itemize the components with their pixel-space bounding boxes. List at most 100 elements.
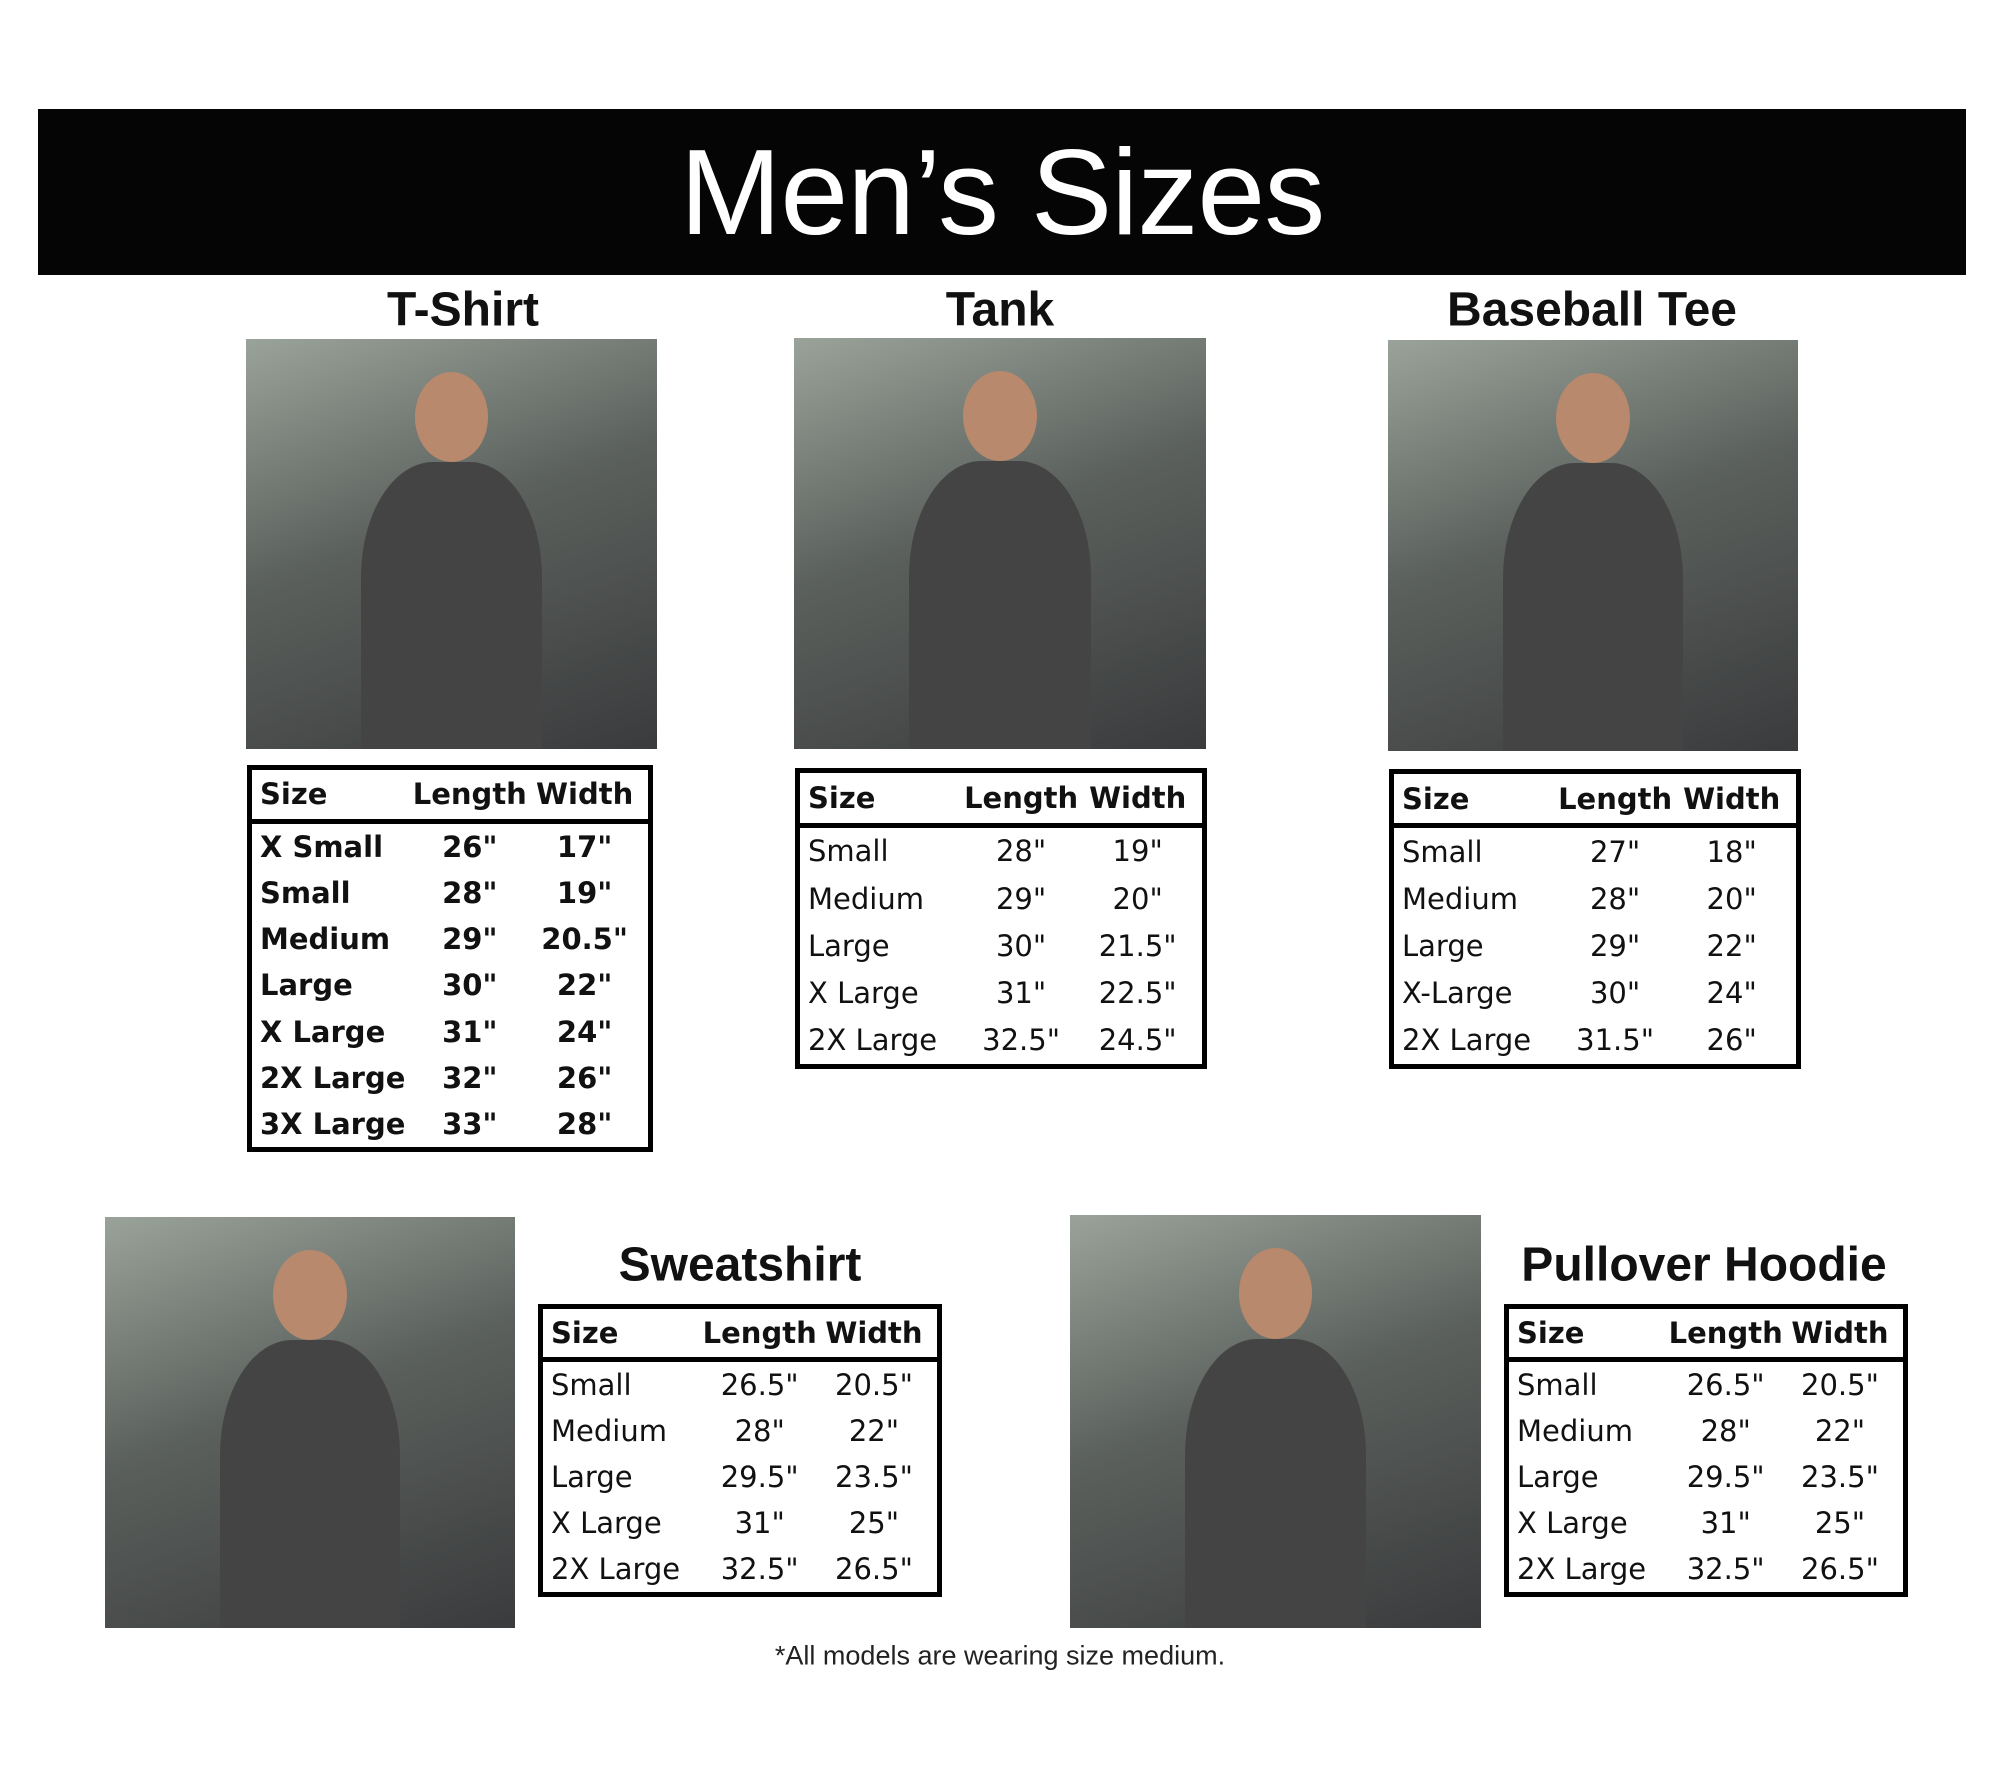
column-header: Length [412,777,527,812]
table-cell: X Large [1517,1506,1628,1541]
table-cell: 20" [1112,881,1163,916]
table-row: X Large 31" 24" [252,1008,648,1054]
table-row: Medium 28" 22" [543,1408,937,1454]
product-title: Sweatshirt [618,1238,862,1292]
table-cell: 21.5" [1098,928,1177,963]
table-cell: 27" [1589,835,1641,870]
table-cell: 3X Large [260,1106,406,1141]
table-cell: 28" [442,875,498,910]
column-header: Width [1089,780,1187,815]
table-row: Small 26.5" 20.5" [1509,1362,1903,1408]
table-row: Medium 29" 20" [800,875,1202,922]
table-row: Large 30" 22" [252,962,648,1008]
table-cell: 32.5" [982,1023,1061,1058]
table-cell: 20.5" [834,1368,913,1403]
model-body [1502,463,1684,751]
table-cell: Large [551,1460,633,1495]
column-header: Size [1517,1316,1585,1351]
header-row: Size Length Width [800,773,1202,828]
table-cell: Small [260,875,351,910]
table-cell: 26.5" [1686,1368,1765,1403]
model-head [1556,372,1630,464]
column-header: Size [260,777,328,812]
table-cell: 32" [442,1060,498,1095]
table-row: Medium 28" 22" [1509,1408,1903,1454]
table-cell: 26" [556,1060,613,1095]
table-cell: Large [1402,929,1484,964]
table-cell: 31" [1700,1506,1751,1541]
table-cell: 26" [1706,1023,1757,1058]
table-cell: 32.5" [720,1552,799,1587]
table-row: 2X Large 32" 26" [252,1055,648,1101]
header-row: Size Length Width [543,1309,937,1363]
header-row: Size Length Width [252,770,648,824]
table-row: Large 29.5" 23.5" [1509,1454,1903,1500]
table-cell: 31" [995,976,1047,1011]
column-header: Length [1668,1316,1783,1351]
table-cell: X Large [260,1014,386,1049]
model-body [361,462,542,749]
photo [1388,340,1798,751]
table-cell: Medium [551,1414,667,1449]
table-cell: 26" [442,829,498,864]
table-cell: 2X Large [808,1023,938,1058]
header-row: Size Length Width [1394,774,1796,829]
column-header: Width [825,1316,923,1351]
table-cell: 22" [1814,1414,1866,1449]
size-table: Size Length Width Small 27" 18" Medium 28" 20" La… [1389,769,1801,1069]
product-title: Pullover Hoodie [1521,1238,1887,1292]
banner: Men’s Sizes [38,109,1966,275]
table-cell: Small [1402,835,1483,870]
table-cell: 29.5" [1686,1460,1765,1495]
table-row: Small 27" 18" [1394,828,1796,875]
table-cell: 22" [556,968,613,1003]
table-row: Large 29.5" 23.5" [543,1454,937,1500]
table-cell: Medium [808,881,924,916]
table-cell: 31" [734,1506,785,1541]
size-table: Size Length Width Small 26.5" 20.5" Medium 28" 2… [1504,1304,1908,1597]
model-head [962,370,1038,462]
table-cell: 28" [1700,1414,1751,1449]
table-cell: 2X Large [551,1552,681,1587]
table-cell: Large [260,968,353,1003]
column-header: Length [702,1316,817,1351]
table-cell: X Small [260,829,384,864]
table-cell: X-Large [1402,976,1513,1011]
table-cell: 25" [1814,1506,1866,1541]
table-cell: 2X Large [1402,1023,1532,1058]
photo [105,1217,515,1628]
table-row: X Small 26" 17" [252,824,648,870]
table-cell: 22" [848,1414,900,1449]
table-cell: Small [808,834,889,869]
table-cell: 33" [442,1106,498,1141]
table-cell: 29" [1589,929,1641,964]
table-cell: Medium [1517,1414,1633,1449]
table-cell: 26.5" [1800,1552,1879,1587]
table-cell: Large [1517,1460,1599,1495]
table-cell: Small [551,1368,632,1403]
model-body [219,1340,401,1628]
table-cell: 28" [1589,882,1641,917]
column-header: Length [964,780,1079,815]
table-cell: 31.5" [1576,1023,1655,1058]
photo [794,338,1206,749]
table-row: 2X Large 32.5" 26.5" [543,1546,937,1592]
product-title: Tank [945,283,1055,337]
model-body [1185,1338,1366,1628]
size-table: Size Length Width Small 26.5" 20.5" Medium 28" 2… [538,1304,942,1597]
table-cell: 19" [1112,834,1163,869]
table-cell: 30" [1589,976,1641,1011]
table-cell: 20" [1706,882,1757,917]
table-cell: 18" [1706,835,1757,870]
table-cell: 28" [734,1414,785,1449]
table-cell: Medium [1402,882,1518,917]
table-row: Large 29" 22" [1394,923,1796,970]
table-row: X Large 31" 25" [543,1500,937,1546]
column-header: Width [1683,781,1781,816]
table-row: Small 28" 19" [252,870,648,916]
column-header: Width [536,777,634,812]
column-header: Size [808,780,876,815]
table-cell: 2X Large [1517,1552,1647,1587]
table-cell: 30" [442,968,498,1003]
table-row: Small 26.5" 20.5" [543,1362,937,1408]
